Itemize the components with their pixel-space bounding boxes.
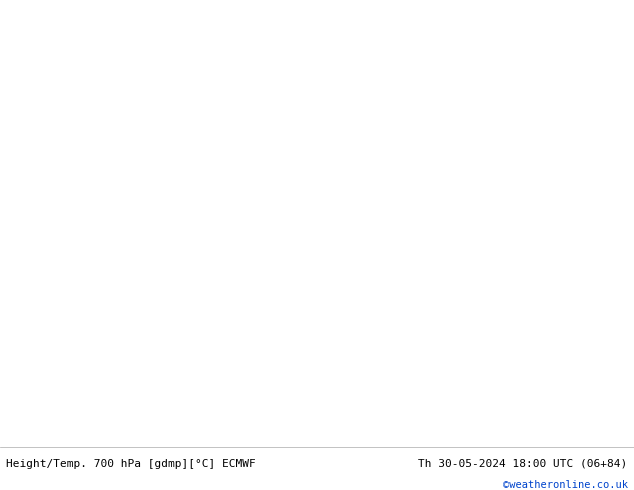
Text: Height/Temp. 700 hPa [gdmp][°C] ECMWF: Height/Temp. 700 hPa [gdmp][°C] ECMWF	[6, 459, 256, 468]
Text: ©weatheronline.co.uk: ©weatheronline.co.uk	[503, 480, 628, 490]
Text: Th 30-05-2024 18:00 UTC (06+84): Th 30-05-2024 18:00 UTC (06+84)	[418, 459, 628, 468]
